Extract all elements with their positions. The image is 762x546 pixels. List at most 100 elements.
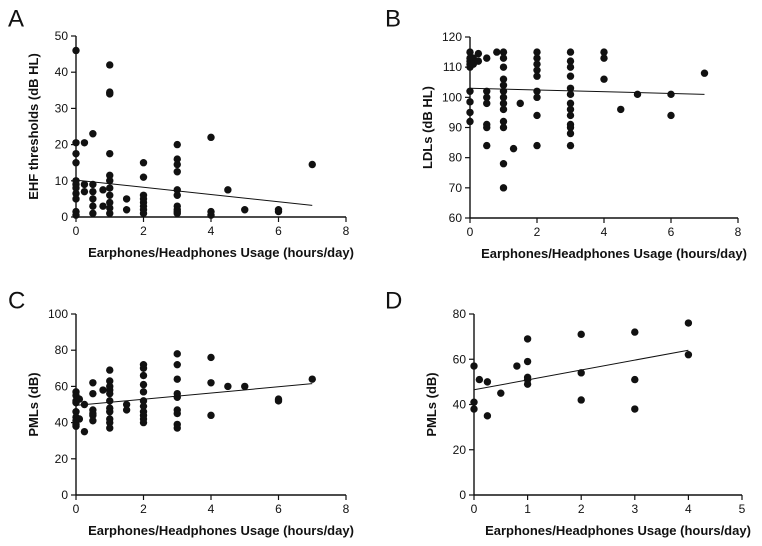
data-point [139, 402, 148, 411]
data-point [533, 60, 541, 68]
data-point [617, 105, 625, 114]
data-point [513, 362, 521, 370]
data-point [499, 123, 508, 132]
data-point [173, 424, 181, 432]
y-axis-label: LDLs (dB HL) [420, 86, 435, 169]
data-point [139, 159, 148, 167]
data-point [499, 54, 508, 62]
x-tick-label: 0 [73, 224, 80, 238]
data-point [483, 141, 491, 150]
data-point [499, 99, 508, 108]
y-tick-label: 20 [453, 443, 467, 457]
data-point [533, 87, 541, 96]
x-axis-label: Earphones/Headphones Usage (hours/day) [88, 245, 354, 260]
y-axis-label: EHF thresholds (dB HL) [26, 53, 41, 200]
x-tick-label: 2 [534, 225, 541, 239]
panel-letter: B [385, 5, 401, 32]
data-point [139, 380, 148, 389]
y-tick-label: 0 [61, 210, 68, 224]
data-point [72, 139, 80, 147]
data-point [566, 63, 575, 71]
y-tick-label: 120 [442, 30, 462, 44]
x-tick-label: 6 [275, 502, 282, 516]
y-axis-label: PMLs (dB) [26, 372, 41, 436]
data-point [106, 366, 114, 374]
data-point [600, 48, 608, 56]
y-tick-label: 90 [449, 121, 463, 135]
data-point [493, 48, 501, 56]
y-tick-label: 60 [453, 352, 467, 366]
y-axis-label: PMLs (dB) [424, 372, 439, 436]
data-point [106, 149, 114, 158]
data-point [106, 90, 114, 98]
data-point [173, 360, 181, 369]
data-point [684, 351, 693, 359]
data-point [80, 139, 89, 147]
data-point [523, 335, 532, 343]
data-point [466, 98, 474, 106]
regression-line [75, 179, 313, 206]
data-point [533, 66, 541, 74]
data-point [497, 389, 505, 397]
data-point [106, 209, 114, 218]
data-point [80, 180, 89, 189]
x-tick-label: 6 [668, 225, 675, 239]
data-point [72, 189, 80, 198]
data-point [533, 72, 541, 80]
x-tick-label: 0 [467, 225, 474, 239]
data-point [633, 90, 642, 99]
data-point [106, 177, 114, 185]
data-point [509, 144, 518, 153]
data-point [483, 87, 491, 96]
data-point [89, 209, 97, 218]
data-point [577, 330, 585, 339]
data-point [122, 400, 131, 409]
data-point [139, 371, 148, 380]
data-point [474, 49, 483, 58]
data-point [483, 412, 492, 420]
x-tick-label: 4 [601, 225, 608, 239]
y-tick-label: 0 [61, 488, 68, 502]
data-point [173, 168, 181, 176]
data-point [207, 379, 215, 387]
data-point [308, 160, 316, 169]
data-point [566, 48, 575, 56]
data-point [483, 93, 491, 102]
data-point [577, 369, 585, 377]
regression-line [75, 383, 313, 406]
x-axis-label: Earphones/Headphones Usage (hours/day) [485, 523, 751, 538]
y-tick-label: 80 [453, 307, 467, 321]
data-point [566, 72, 575, 80]
data-point [470, 398, 478, 406]
data-point [106, 424, 114, 432]
data-point [75, 395, 84, 403]
data-point [566, 84, 575, 92]
data-point [72, 184, 80, 192]
x-tick-label: 4 [208, 224, 215, 238]
data-point [173, 160, 181, 169]
data-point [631, 375, 639, 384]
data-point [106, 198, 114, 207]
data-point [566, 129, 575, 138]
data-point [75, 415, 84, 423]
x-tick-label: 8 [343, 224, 350, 238]
data-point [106, 61, 114, 69]
y-tick-label: 30 [55, 101, 69, 115]
data-point [499, 93, 508, 102]
data-point [139, 209, 148, 218]
data-point [483, 123, 491, 132]
data-point [274, 397, 283, 405]
data-point [466, 117, 474, 126]
data-point [667, 111, 675, 120]
data-point [600, 75, 608, 83]
data-point [499, 48, 508, 56]
data-point [99, 386, 107, 394]
data-point [72, 149, 80, 158]
y-tick-label: 20 [55, 452, 69, 466]
y-tick-label: 110 [443, 60, 462, 74]
x-tick-label: 8 [735, 225, 742, 239]
data-point [106, 191, 114, 199]
x-tick-label: 3 [631, 502, 638, 516]
data-point [173, 350, 181, 358]
